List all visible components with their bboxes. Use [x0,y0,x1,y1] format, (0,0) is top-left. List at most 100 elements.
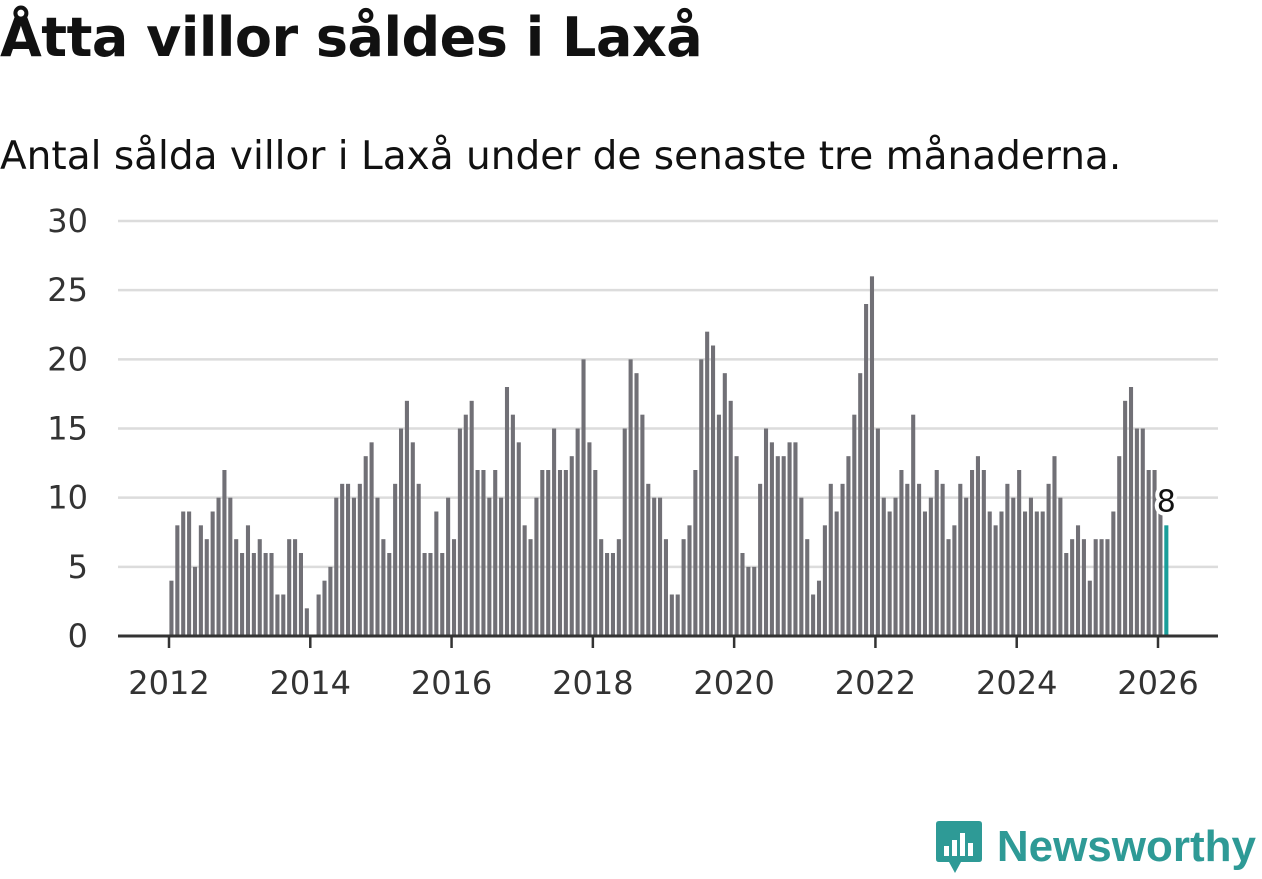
bar [905,483,910,636]
bar [381,539,386,636]
bar [404,400,409,636]
bar [416,483,421,636]
bar [304,608,309,636]
x-tick-label: 2020 [693,664,774,702]
bar [175,525,180,636]
bar [722,373,727,636]
bar [1034,511,1039,636]
bar [828,483,833,636]
bar [475,470,480,636]
bar [328,566,333,636]
bar [275,594,280,636]
bar [1111,511,1116,636]
bar [911,414,916,636]
bar [1093,539,1098,636]
bar [251,553,256,636]
bar [169,580,174,636]
bar [816,580,822,636]
bar [263,553,268,636]
bar [781,456,786,636]
bar [752,566,757,636]
bar [610,553,616,636]
bar [552,428,557,636]
bar [516,442,521,636]
bar [1128,387,1134,636]
bar [693,470,698,636]
bar [728,400,733,636]
bar [504,387,510,636]
x-tick-label: 2026 [1117,664,1198,702]
bar [740,553,745,636]
chart-title: Åtta villor såldes i Laxå [0,6,703,69]
highlight-value-label: 8 [1157,484,1176,519]
bar [993,525,998,636]
bar [940,483,945,636]
bar [599,539,604,636]
bar [881,497,886,636]
y-tick-label: 25 [47,271,88,309]
bar [1075,525,1081,636]
bar [522,525,527,636]
bar [593,470,598,636]
bar [1105,539,1110,636]
bar [1123,400,1128,636]
bar [540,470,545,636]
bar [822,525,827,636]
bar [446,497,451,636]
axes [118,634,1218,648]
bar [811,594,816,636]
x-tick-label: 2018 [552,664,633,702]
bar [493,470,498,636]
bar [187,511,192,636]
bar-chart: 0 5 10 15 20 25 30 2012 2014 2016 2018 2020 2022 202… [47,202,1218,702]
bar [1158,511,1163,636]
bar [646,483,651,636]
bar [428,553,433,636]
bar [1099,539,1104,636]
bar [864,304,869,636]
bar [711,345,716,636]
bar [422,553,427,636]
bar [917,483,922,636]
bar [640,414,645,636]
bar [499,497,504,636]
bars [169,276,1169,636]
bar [999,511,1004,636]
bar [981,470,986,636]
bar [1040,511,1045,636]
y-tick-label: 5 [68,548,88,586]
bar [716,414,721,636]
y-tick-label: 15 [47,410,88,448]
bar [1005,483,1010,636]
bar [687,525,692,636]
bar [293,539,298,636]
bar [398,428,404,636]
bar [681,539,686,636]
bar [269,553,274,636]
y-tick-label: 0 [68,617,88,655]
bar [563,470,568,636]
x-tick-label: 2012 [128,664,209,702]
bar [669,594,674,636]
bar [481,470,486,636]
bar [1046,483,1051,636]
bar [852,414,857,636]
bar [1117,456,1122,636]
bar [1140,428,1145,636]
bar [622,428,627,636]
bar [581,359,586,636]
bar [975,456,980,636]
bar [663,539,668,636]
bar [1064,553,1069,636]
bar [1087,580,1092,636]
bar [952,525,957,636]
bar [758,483,763,636]
bar [1011,497,1016,636]
bar [934,470,939,636]
bar [775,456,780,636]
bar [393,483,398,636]
bar [922,511,928,636]
bar [1134,428,1139,636]
bar [805,539,810,636]
bar [605,553,610,636]
